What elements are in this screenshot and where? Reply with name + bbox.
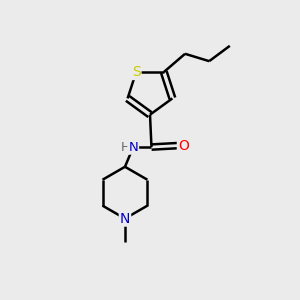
Text: S: S xyxy=(132,65,140,79)
Text: H: H xyxy=(120,141,130,154)
Text: N: N xyxy=(128,141,138,154)
Text: N: N xyxy=(120,212,130,226)
Text: O: O xyxy=(178,139,189,153)
